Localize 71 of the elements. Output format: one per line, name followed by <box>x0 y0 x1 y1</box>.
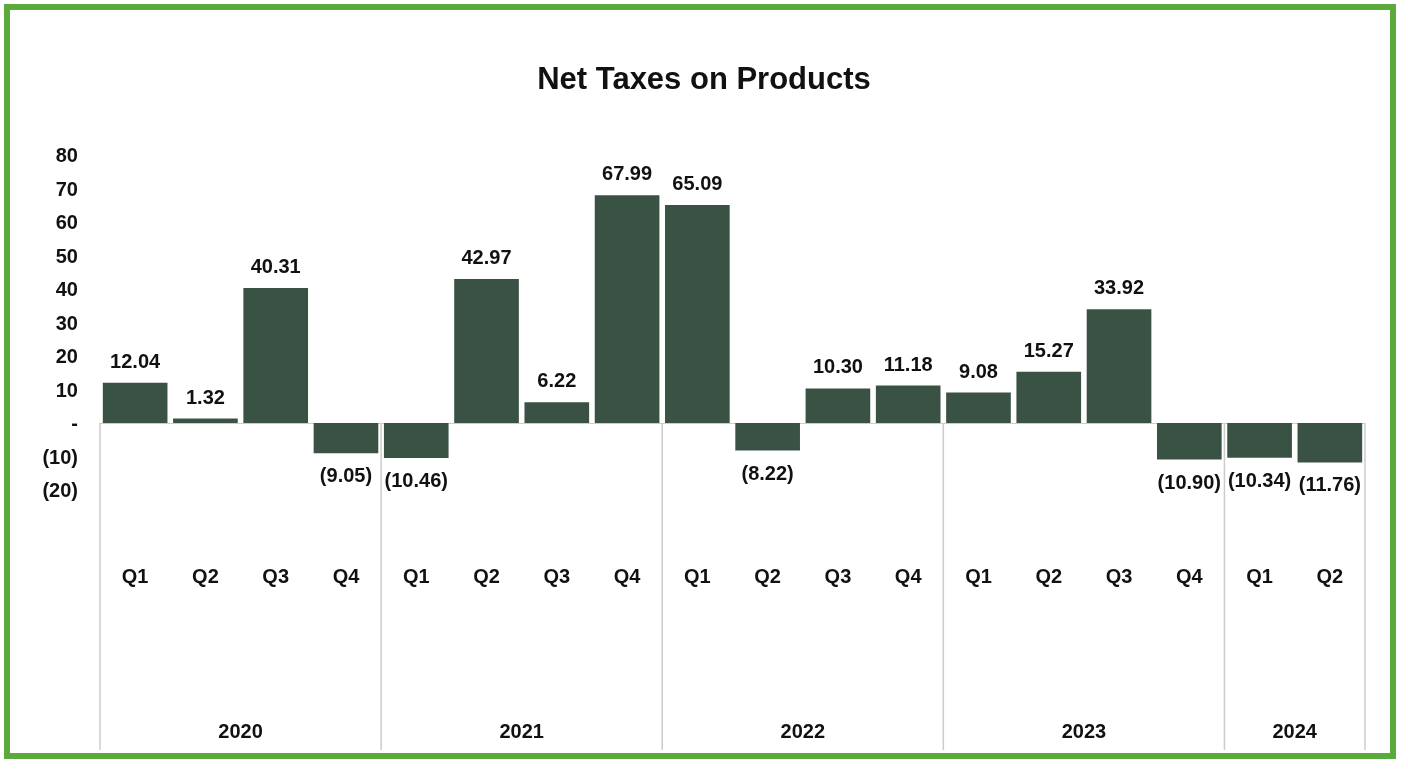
bar <box>173 418 238 423</box>
bar <box>313 423 379 454</box>
data-label: 33.92 <box>1094 276 1145 299</box>
x-tick-label: Q3 <box>543 565 571 587</box>
x-tick-label: Q4 <box>332 565 361 587</box>
bar <box>946 392 1011 423</box>
data-label: 11.18 <box>883 352 933 375</box>
data-label: (11.76) <box>1298 473 1361 496</box>
y-tick-label: (20) <box>42 479 78 501</box>
y-tick-label: 60 <box>55 211 78 233</box>
x-tick-label: Q3 <box>1105 565 1133 587</box>
data-label: 65.09 <box>672 171 723 194</box>
data-label: (8.22) <box>741 461 794 484</box>
bar <box>1297 423 1363 463</box>
bar <box>735 423 800 451</box>
x-tick-label: Q4 <box>894 565 923 587</box>
bar <box>1227 423 1292 458</box>
data-label: 40.31 <box>250 254 301 277</box>
x-tick-label: Q1 <box>684 565 711 587</box>
data-label: 12.04 <box>110 349 162 372</box>
bar <box>665 204 730 423</box>
data-label: (9.05) <box>319 464 373 487</box>
text: 2021 <box>499 720 544 742</box>
x-tick-label: Q3 <box>262 565 290 587</box>
data-label: 42.97 <box>461 246 512 269</box>
x-tick-label: Q2 <box>473 565 500 587</box>
text: 2020 <box>218 720 263 742</box>
text: 2023 <box>1061 720 1107 742</box>
x-tick-label: Q4 <box>1175 565 1204 587</box>
x-tick-label: Q1 <box>965 565 992 587</box>
y-tick-label: 30 <box>55 311 78 334</box>
text: 2024 <box>1272 720 1318 742</box>
x-tick-label: Q3 <box>824 565 852 587</box>
data-label: 67.99 <box>602 162 653 185</box>
y-tick-label: - <box>71 412 78 434</box>
bar <box>594 195 660 423</box>
data-label: 1.32 <box>185 385 225 408</box>
y-tick-label: 70 <box>55 177 78 200</box>
bar <box>243 287 309 423</box>
bar <box>1086 309 1152 423</box>
data-label: 10.30 <box>812 355 863 378</box>
bar <box>1156 423 1222 460</box>
data-label: 9.08 <box>959 359 998 382</box>
x-tick-label: Q2 <box>1035 565 1063 587</box>
x-tick-label: Q1 <box>1246 565 1273 587</box>
y-tick-label: 40 <box>55 278 78 300</box>
bar <box>102 382 168 423</box>
x-tick-label: Q1 <box>121 565 149 587</box>
x-tick-label: Q4 <box>613 565 642 587</box>
y-tick-label: 20 <box>55 345 78 367</box>
y-tick-label: 80 <box>55 144 78 166</box>
data-label: (10.34) <box>1227 468 1292 491</box>
bar <box>454 279 519 423</box>
y-tick-label: 10 <box>55 378 78 401</box>
bar <box>805 388 871 423</box>
data-label: 6.22 <box>537 369 577 392</box>
bar <box>383 423 449 459</box>
data-label: 15.27 <box>1023 338 1074 361</box>
data-label: (10.46) <box>384 469 448 492</box>
bar <box>875 385 941 423</box>
y-tick-label: (10) <box>42 445 78 468</box>
x-tick-label: Q2 <box>192 565 219 587</box>
x-tick-label: Q2 <box>1316 565 1344 587</box>
text: 2022 <box>780 720 826 742</box>
chart-title: Net Taxes on Products <box>537 61 871 96</box>
bar <box>524 402 590 423</box>
x-tick-label: Q1 <box>402 565 430 587</box>
bar <box>1016 371 1082 423</box>
x-tick-label: Q2 <box>754 565 781 587</box>
y-tick-label: 50 <box>55 244 78 267</box>
data-label: (10.90) <box>1157 470 1221 493</box>
